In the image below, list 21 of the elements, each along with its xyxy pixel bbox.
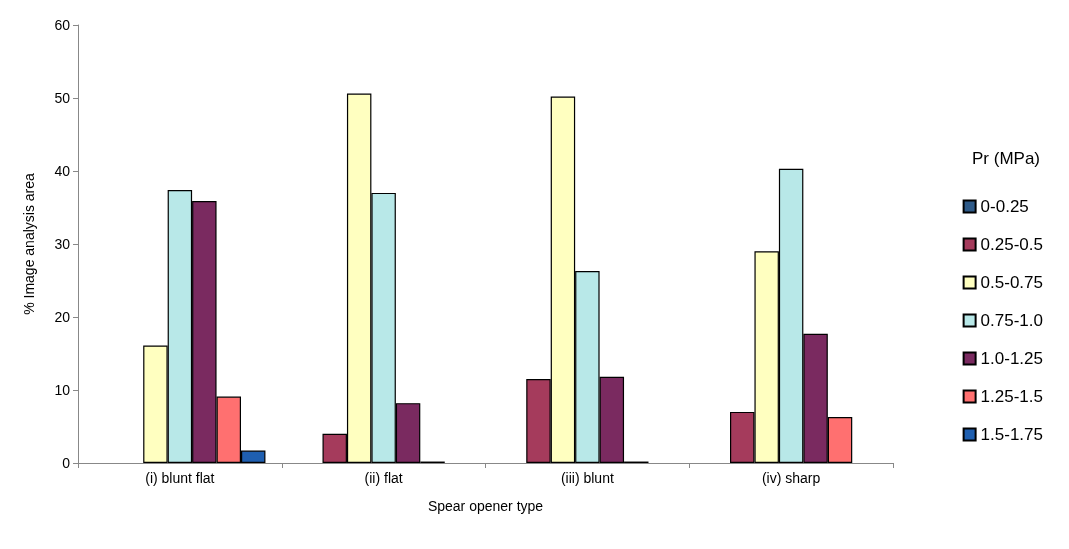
y-tick-label: 0	[62, 455, 71, 471]
y-tick-label: 20	[54, 309, 71, 325]
legend-label: 0.75-1.0	[980, 311, 1044, 330]
legend-label: 0.5-0.75	[980, 273, 1044, 292]
x-tick-label: (ii) flat	[364, 470, 403, 486]
x-tick-label: (i) blunt flat	[145, 470, 215, 486]
x-tick-label: (iii) blunt	[560, 470, 614, 486]
x-tick-label: (iv) sharp	[761, 470, 821, 486]
legend-label: 0.25-0.5	[980, 235, 1044, 254]
legend-label: 0-0.25	[980, 197, 1029, 216]
legend-label: 1.25-1.5	[980, 387, 1044, 406]
legend-label: 1.5-1.75	[980, 425, 1044, 444]
legend-title: Pr (MPa)	[972, 149, 1040, 168]
y-tick-label: 50	[54, 90, 71, 106]
y-tick-label: 10	[54, 382, 71, 398]
y-tick-label: 40	[54, 163, 71, 179]
y-tick-label: 60	[54, 17, 71, 33]
y-tick-label: 30	[54, 236, 71, 252]
x-axis-title: Spear opener type	[427, 498, 544, 514]
legend-label: 1.0-1.25	[980, 349, 1044, 368]
y-axis-title: % Image analysis area	[21, 172, 37, 315]
